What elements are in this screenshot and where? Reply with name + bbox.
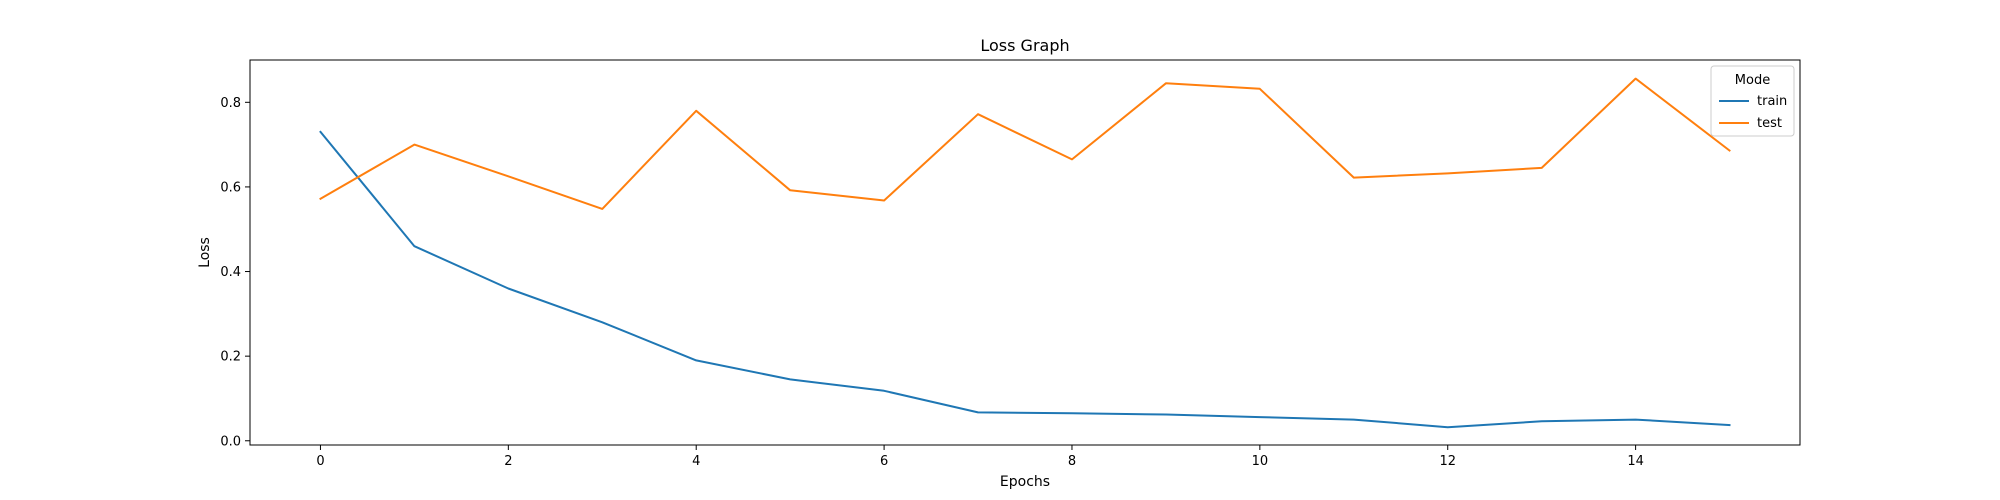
- legend-label-test: test: [1757, 116, 1782, 131]
- y-tick-label: 0.6: [220, 180, 241, 195]
- legend-box: [1710, 65, 1795, 137]
- series-line-test: [319, 77, 1731, 210]
- x-tick-label: 0: [316, 454, 324, 469]
- series-line-train: [319, 130, 1731, 429]
- y-tick-label: 0.2: [220, 350, 241, 365]
- plot-frame: [249, 59, 1801, 446]
- y-tick-label: 0.0: [220, 434, 241, 449]
- x-tick-label: 14: [1627, 454, 1644, 469]
- y-tick-label: 0.8: [220, 96, 241, 111]
- x-tick-label: 4: [692, 454, 700, 469]
- y-tick-label: 0.4: [220, 265, 241, 280]
- legend: Mode train test: [1710, 65, 1795, 137]
- x-tick-label: 6: [880, 454, 888, 469]
- tick-layer: 0 2 4 6 8 10 12 14 0.0 0.2 0.4 0.6 0.8: [220, 96, 1644, 469]
- series-layer: [319, 77, 1731, 429]
- y-axis-label: Loss: [197, 237, 213, 268]
- x-tick-label: 2: [504, 454, 512, 469]
- chart-title: Loss Graph: [980, 36, 1069, 55]
- legend-title: Mode: [1735, 73, 1770, 88]
- legend-label-train: train: [1757, 94, 1787, 109]
- x-tick-label: 8: [1068, 454, 1076, 469]
- x-tick-label: 10: [1252, 454, 1269, 469]
- x-axis-label: Epochs: [1000, 474, 1050, 490]
- x-tick-label: 12: [1439, 454, 1456, 469]
